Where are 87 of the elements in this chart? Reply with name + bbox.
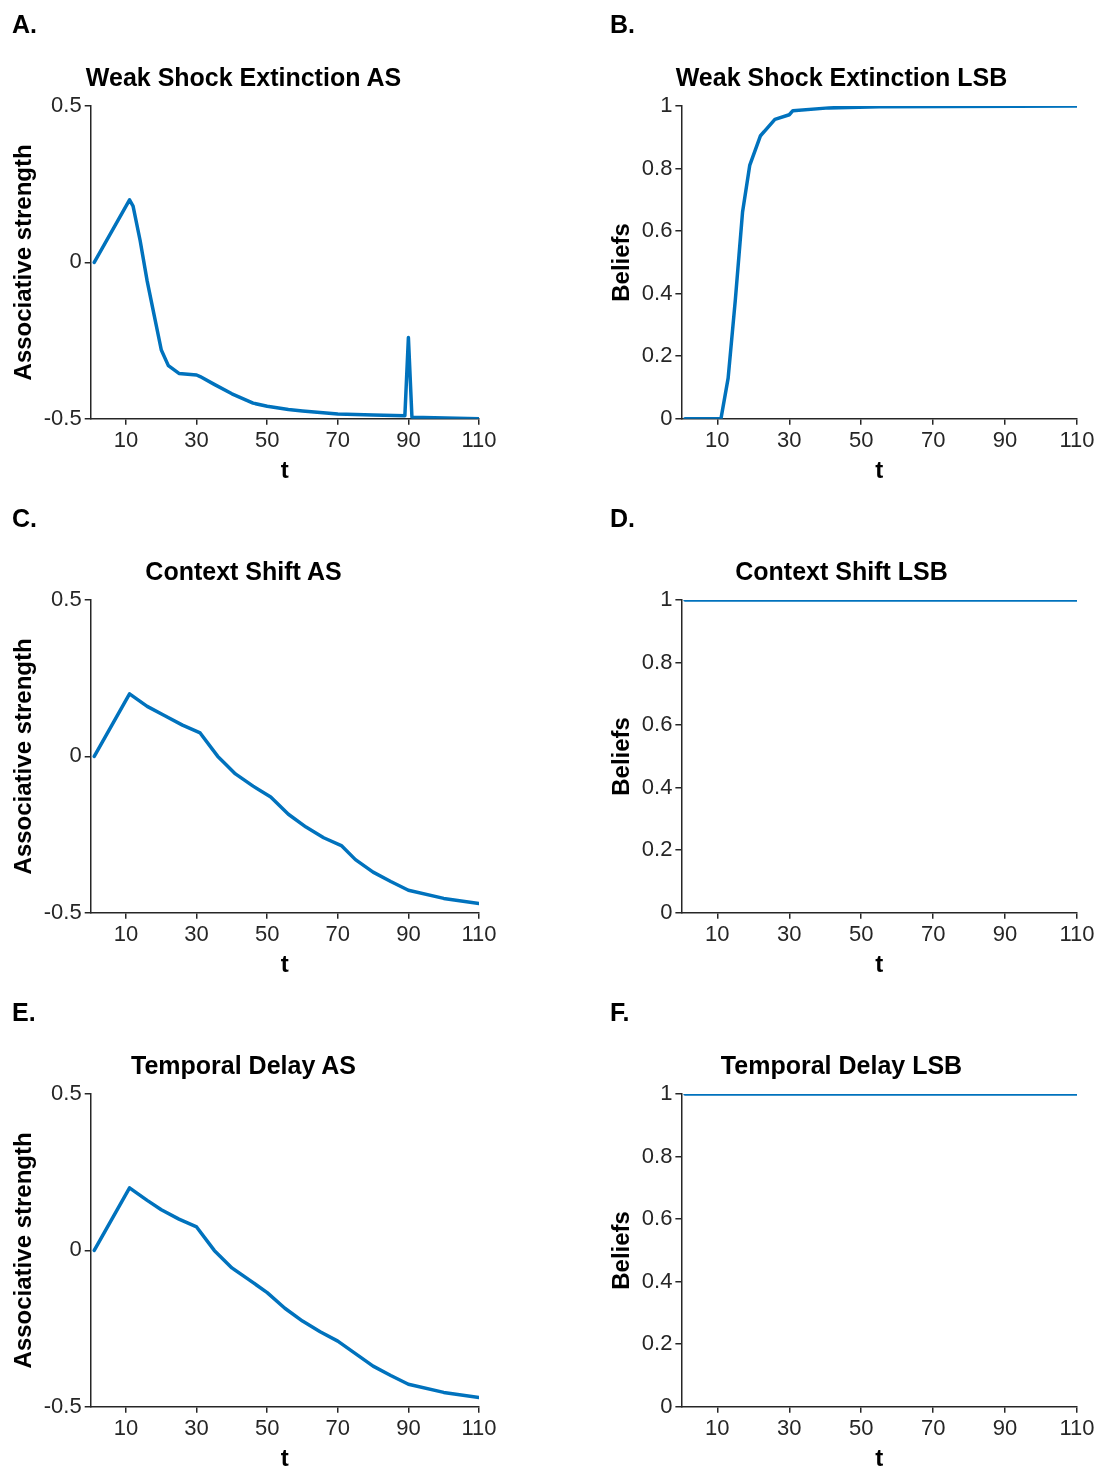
x-tick-label: 10 bbox=[113, 921, 139, 947]
y-axis-title: Beliefs bbox=[607, 223, 635, 302]
x-tick-label: 70 bbox=[325, 921, 351, 947]
x-tick-label: 70 bbox=[325, 427, 351, 453]
x-tick-label: 10 bbox=[705, 1415, 730, 1441]
y-axis-title: Beliefs bbox=[607, 1211, 635, 1290]
x-tick-label: 90 bbox=[992, 921, 1018, 947]
x-tick-label: 50 bbox=[254, 1415, 280, 1441]
y-tick-label: 0.4 bbox=[641, 1267, 673, 1293]
y-tick-label: 0 bbox=[660, 404, 673, 430]
chart-title: Weak Shock Extinction AS bbox=[85, 62, 402, 91]
x-tick-label: 70 bbox=[920, 427, 946, 453]
x-tick-label: 90 bbox=[396, 1415, 421, 1441]
y-tick-label: 0.5 bbox=[51, 586, 82, 612]
x-tick-label: 50 bbox=[848, 921, 874, 947]
x-tick-label: 10 bbox=[705, 427, 730, 453]
x-tick-label: 10 bbox=[113, 427, 139, 453]
x-axis-title: t bbox=[875, 950, 884, 978]
y-tick-label: 0 bbox=[69, 1236, 82, 1262]
y-tick-label: 1 bbox=[660, 1080, 673, 1106]
text: B. bbox=[610, 10, 635, 39]
y-axis-title: Associative strength bbox=[9, 638, 37, 875]
x-tick-label: 90 bbox=[992, 1415, 1018, 1441]
x-tick-label: 30 bbox=[777, 1415, 802, 1441]
x-tick-label: 50 bbox=[848, 427, 874, 453]
x-tick-label: 110 bbox=[1059, 427, 1095, 453]
y-tick-label: 0.2 bbox=[641, 1330, 673, 1356]
y-tick-label: 1 bbox=[660, 586, 673, 612]
y-tick-label: 0.6 bbox=[641, 217, 673, 243]
chart-title: Temporal Delay LSB bbox=[720, 1050, 963, 1079]
y-tick-label: 0.2 bbox=[641, 836, 673, 862]
y-tick-label: 0.8 bbox=[641, 154, 673, 180]
text: D. bbox=[610, 504, 635, 533]
chart-title: Context Shift LSB bbox=[735, 556, 948, 585]
x-tick-label: 70 bbox=[325, 1415, 351, 1441]
x-tick-label: 50 bbox=[254, 921, 280, 947]
y-tick-label: 0.8 bbox=[641, 1142, 673, 1168]
x-tick-label: 90 bbox=[396, 427, 421, 453]
y-axis-title: Associative strength bbox=[9, 144, 37, 381]
y-axis-title: Associative strength bbox=[9, 1132, 37, 1369]
y-tick-label: -0.5 bbox=[43, 404, 82, 430]
x-axis-title: t bbox=[280, 950, 289, 978]
text: E. bbox=[12, 998, 36, 1027]
y-tick-label: 0.6 bbox=[641, 711, 673, 737]
y-tick-label: 0 bbox=[69, 742, 82, 768]
x-tick-label: 30 bbox=[184, 921, 209, 947]
y-tick-label: 0.8 bbox=[641, 648, 673, 674]
chart-title: Weak Shock Extinction LSB bbox=[675, 62, 1008, 91]
x-tick-label: 110 bbox=[1059, 921, 1095, 947]
text: F. bbox=[610, 998, 630, 1027]
y-tick-label: -0.5 bbox=[43, 898, 82, 924]
chart-title: Temporal Delay AS bbox=[130, 1050, 357, 1079]
y-tick-label: -0.5 bbox=[43, 1392, 82, 1418]
y-tick-label: 0.6 bbox=[641, 1205, 673, 1231]
x-axis-title: t bbox=[875, 1444, 884, 1472]
y-tick-label: 0.5 bbox=[51, 92, 82, 118]
y-tick-label: 0 bbox=[69, 248, 82, 274]
y-axis-title: Beliefs bbox=[607, 717, 635, 796]
x-tick-label: 70 bbox=[920, 1415, 946, 1441]
y-tick-label: 0.5 bbox=[51, 1080, 82, 1106]
y-tick-label: 0 bbox=[660, 1392, 673, 1418]
y-tick-label: 0 bbox=[660, 898, 673, 924]
x-tick-label: 30 bbox=[777, 921, 802, 947]
x-axis-title: t bbox=[875, 456, 884, 484]
y-tick-label: 1 bbox=[660, 92, 673, 118]
x-tick-label: 90 bbox=[992, 427, 1018, 453]
text: C. bbox=[12, 504, 37, 533]
x-tick-label: 50 bbox=[848, 1415, 874, 1441]
x-tick-label: 10 bbox=[705, 921, 730, 947]
x-tick-label: 30 bbox=[184, 1415, 209, 1441]
x-tick-label: 110 bbox=[461, 427, 497, 453]
x-axis-title: t bbox=[280, 1444, 289, 1472]
y-tick-label: 0.2 bbox=[641, 342, 673, 368]
x-tick-label: 50 bbox=[254, 427, 280, 453]
x-tick-label: 30 bbox=[184, 427, 209, 453]
y-tick-label: 0.4 bbox=[641, 279, 673, 305]
x-tick-label: 10 bbox=[113, 1415, 139, 1441]
x-tick-label: 70 bbox=[920, 921, 946, 947]
text: A. bbox=[12, 10, 37, 39]
x-tick-label: 110 bbox=[1059, 1415, 1095, 1441]
y-tick-label: 0.4 bbox=[641, 773, 673, 799]
x-tick-label: 110 bbox=[461, 921, 497, 947]
x-tick-label: 110 bbox=[461, 1415, 497, 1441]
x-tick-label: 90 bbox=[396, 921, 421, 947]
x-tick-label: 30 bbox=[777, 427, 802, 453]
x-axis-title: t bbox=[280, 456, 289, 484]
chart-title: Context Shift AS bbox=[145, 556, 342, 585]
